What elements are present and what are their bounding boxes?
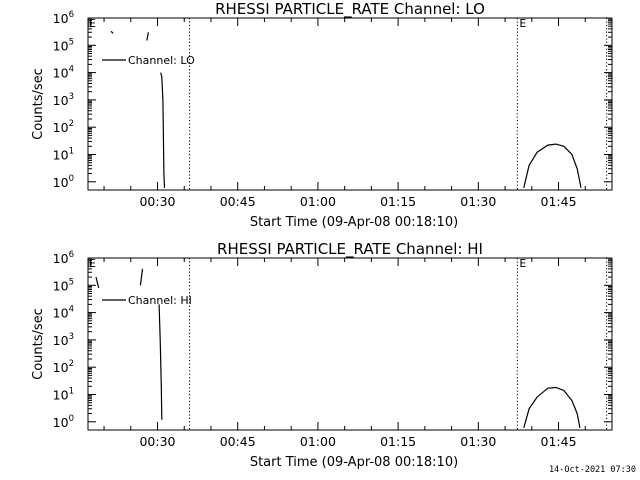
chart-title: RHESSI PARTICLE_RATE Channel: LO [215,0,485,19]
x-axis-label: Start Time (09-Apr-08 00:18:10) [250,455,458,470]
series-line [139,268,144,286]
x-tick-label: 01:15 [380,434,416,449]
series-line [523,143,582,188]
chart-panel-1: RHESSI PARTICLE_RATE Channel: LO 100 101 10… [31,0,613,230]
series-line [95,276,100,289]
series-line [158,304,163,420]
series-line [146,32,149,41]
legend-label: Channel: LO [128,54,195,67]
y-tick-label: 106 [53,250,74,266]
time-marker-label: E [519,257,526,270]
plot-frame [87,17,613,191]
generation-timestamp: 14-Oct-2021 07:30 [549,465,636,475]
y-tick-label: 103 [53,92,74,108]
time-marker-label: E [519,17,526,30]
y-tick-label: 104 [53,65,74,81]
y-axis-label: Counts/sec [31,308,46,380]
x-tick-label: 00:30 [139,194,175,209]
y-tick-label: 101 [53,386,74,402]
series-line [523,386,581,428]
y-tick-label: 100 [53,174,74,190]
time-marker-label: E [89,257,96,270]
y-tick-label: 102 [53,359,74,375]
x-tick-label: 01:45 [541,194,577,209]
x-tick-label: 01:30 [460,434,496,449]
x-tick-label: 01:00 [300,434,336,449]
x-tick-label: 01:00 [300,194,336,209]
x-tick-label: 00:30 [139,434,175,449]
x-tick-label: 01:15 [380,194,416,209]
y-tick-label: 106 [53,10,74,26]
chart-panel-2: RHESSI PARTICLE_RATE Channel: HI 100 101 10… [31,240,613,470]
x-axis-label: Start Time (09-Apr-08 00:18:10) [250,215,458,230]
legend-label: Channel: HI [128,294,192,307]
time-marker-label: E [89,17,96,30]
y-tick-label: 102 [53,119,74,135]
x-tick-label: 01:45 [541,434,577,449]
y-tick-label: 105 [53,277,74,293]
y-tick-label: 103 [53,332,74,348]
x-tick-label: 01:30 [460,194,496,209]
y-tick-label: 100 [53,414,74,430]
chart-title: RHESSI PARTICLE_RATE Channel: HI [217,240,483,259]
y-tick-label: 104 [53,305,74,321]
y-axis-label: Counts/sec [31,68,46,140]
plot-frame [87,257,613,431]
y-tick-label: 101 [53,146,74,162]
y-tick-label: 105 [53,37,74,53]
x-tick-label: 00:45 [220,434,256,449]
x-tick-label: 00:45 [220,194,256,209]
series-line [160,72,166,188]
series-point [110,30,114,34]
